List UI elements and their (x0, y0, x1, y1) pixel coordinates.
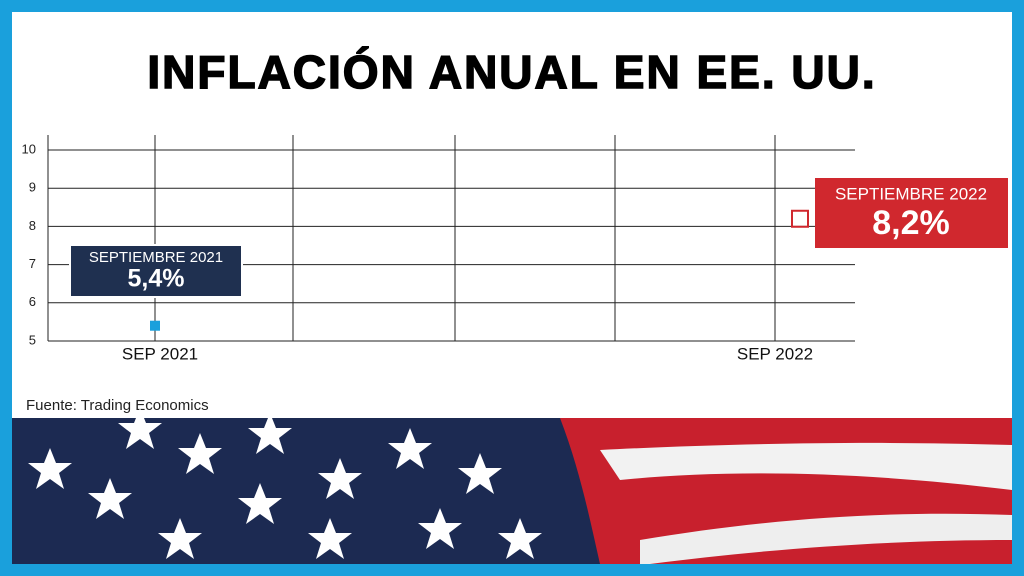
y-tick-label: 5 (29, 332, 36, 347)
annotation-title: SEPTIEMBRE 2022 (835, 184, 987, 203)
chart-title: INFLACIÓN ANUAL EN EE. UU. (147, 46, 876, 98)
annotation-box (815, 178, 1008, 248)
y-tick-label: 7 (29, 256, 36, 271)
y-tick-label: 8 (29, 218, 36, 233)
stripe-white (640, 513, 1012, 564)
value-label: 5,4% (128, 265, 185, 293)
x-tick-label: SEP 2021 (122, 344, 198, 363)
annotation-title: SEPTIEMBRE 2021 (89, 249, 223, 266)
start-marker (150, 320, 160, 331)
y-tick-label: 10 (22, 141, 36, 156)
x-grid (47, 135, 776, 341)
stripe-white (600, 442, 1012, 490)
y-tick-label: 9 (29, 180, 36, 195)
end-marker (791, 209, 809, 228)
source: Fuente: Trading Economics (26, 397, 209, 414)
value-label: 8,2% (872, 204, 950, 242)
flag (12, 408, 1012, 564)
annotation-box (69, 244, 243, 298)
x-tick-label: SEP 2022 (737, 344, 813, 363)
stars (28, 408, 542, 559)
y-tick-label: 6 (29, 294, 36, 309)
